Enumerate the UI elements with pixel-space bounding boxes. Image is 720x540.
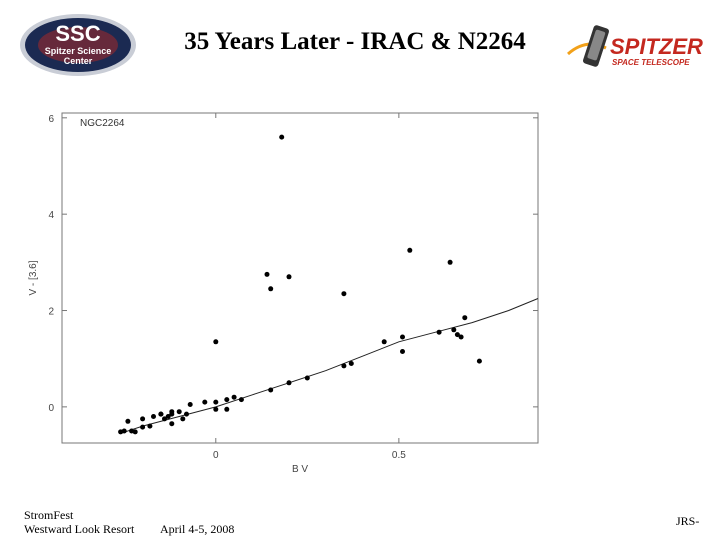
data-point — [125, 418, 131, 424]
data-point — [458, 334, 464, 340]
data-point — [268, 387, 274, 393]
data-point — [231, 394, 237, 400]
footer-event-block: StromFest Westward Look Resort — [24, 508, 134, 536]
data-point — [286, 274, 292, 280]
data-point — [169, 421, 175, 427]
data-point — [176, 409, 182, 415]
spitzer-logo-sub: SPACE TELESCOPE — [612, 58, 690, 67]
data-point — [304, 375, 310, 381]
data-point — [147, 423, 153, 429]
data-point — [213, 406, 219, 412]
x-axis-label: B V — [292, 464, 308, 475]
data-point — [213, 339, 219, 345]
data-point — [476, 358, 482, 364]
footer-venue: Westward Look Resort — [24, 522, 135, 536]
data-point — [407, 247, 413, 253]
data-point — [187, 402, 193, 407]
ssc-logo-icon: SSC Spitzer Science Center — [20, 14, 136, 76]
data-point — [400, 349, 405, 354]
y-tick-label: 0 — [48, 403, 54, 414]
ssc-logo-glow — [38, 27, 118, 63]
y-tick-label: 2 — [48, 307, 54, 318]
data-point — [341, 363, 347, 369]
data-point — [462, 315, 468, 321]
data-point — [279, 134, 285, 140]
data-point — [165, 414, 171, 419]
ssc-logo-line1: Spitzer Science — [45, 46, 112, 56]
x-tick-label: 0.5 — [392, 450, 406, 461]
data-point — [381, 339, 387, 345]
data-point — [224, 406, 230, 412]
ssc-logo-disc — [25, 18, 131, 72]
data-point — [447, 259, 453, 265]
axis-ticks: 0 0.5 0 2 4 6 — [48, 113, 538, 461]
data-point — [140, 424, 146, 430]
data-point — [268, 286, 274, 292]
data-point — [140, 416, 146, 422]
y-axis-label: V - [3.6] — [28, 260, 39, 295]
footer-date: April 4-5, 2008 — [160, 522, 235, 536]
data-point — [184, 411, 189, 417]
data-point — [132, 429, 138, 435]
ssc-logo-line2: Center — [64, 56, 93, 66]
data-point — [348, 361, 354, 366]
footer-event: StromFest — [24, 508, 74, 522]
data-point — [169, 411, 175, 417]
spitzer-logo-main: SPITZER — [610, 34, 703, 59]
data-point — [238, 397, 244, 403]
ssc-logo: SSC Spitzer Science Center — [18, 12, 138, 78]
data-point — [158, 411, 164, 417]
data-point — [436, 329, 442, 335]
data-point — [213, 399, 219, 405]
telescope-tube — [587, 29, 606, 61]
y-tick-label: 4 — [48, 210, 54, 221]
plot-frame — [61, 112, 539, 444]
data-point — [341, 291, 347, 297]
data-point — [264, 271, 270, 277]
model-curve — [120, 298, 539, 434]
data-point — [180, 416, 186, 422]
data-point — [454, 332, 460, 338]
data-point — [118, 429, 124, 435]
data-point — [400, 334, 405, 340]
color-magnitude-chart: 0 0.5 0 2 4 6 NGC2264 B V V - [3.6] — [28, 112, 539, 475]
data-point — [224, 397, 230, 403]
x-tick-label: 0 — [213, 450, 219, 461]
footer-initials: JRS- — [676, 514, 700, 528]
data-point — [286, 380, 292, 386]
ssc-logo-main: SSC — [55, 21, 100, 46]
y-tick-label: 6 — [48, 114, 54, 125]
spitzer-logo: SPITZER SPACE TELESCOPE — [566, 18, 710, 78]
data-point — [451, 327, 457, 333]
panel-label: NGC2264 — [80, 118, 125, 129]
data-point — [162, 416, 167, 422]
page-title: 35 Years Later - IRAC & N2264 — [184, 28, 526, 55]
data-point — [151, 414, 156, 419]
data-point — [202, 399, 208, 405]
data-points — [118, 134, 482, 435]
spitzer-telescope-icon: SPITZER SPACE TELESCOPE — [567, 25, 703, 67]
